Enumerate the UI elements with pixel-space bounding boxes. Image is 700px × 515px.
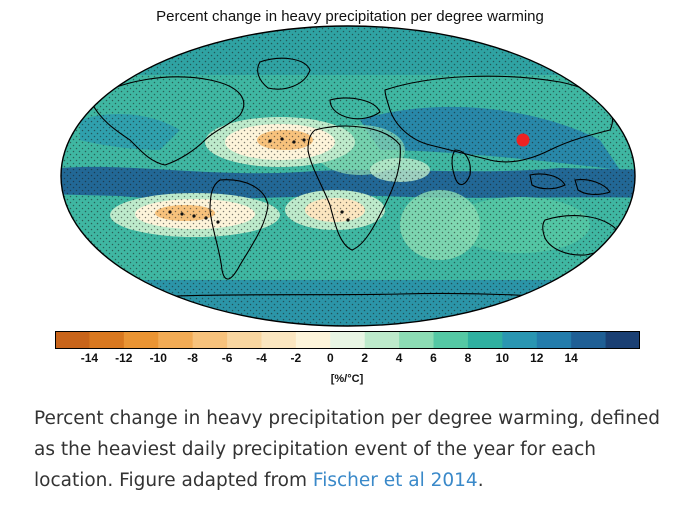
colorbar-tick-label: -4 bbox=[256, 351, 267, 365]
colorbar-svg bbox=[55, 331, 641, 349]
caption-end-punct: . bbox=[477, 470, 484, 491]
highlight-marker bbox=[516, 133, 530, 147]
colorbar-segment bbox=[605, 331, 641, 349]
figure-caption: Percent change in heavy precipitation pe… bbox=[34, 403, 674, 496]
colorbar-segment bbox=[55, 331, 90, 349]
colorbar-segment bbox=[295, 331, 331, 349]
map-svg bbox=[60, 25, 636, 327]
dry-markers bbox=[168, 137, 350, 224]
colorbar: -14 -12 -10 -8 -6 -4 -2 0 2 4 6 8 10 12 14 [%/°C] bbox=[55, 331, 641, 391]
colorbar-segment bbox=[158, 331, 194, 349]
colorbar-tick-label: -8 bbox=[187, 351, 198, 365]
colorbar-segment bbox=[89, 331, 125, 349]
colorbar-tick-label: 14 bbox=[564, 351, 578, 365]
colorbar-tick-label: 12 bbox=[530, 351, 544, 365]
colorbar-tick-label: -12 bbox=[115, 351, 133, 365]
colorbar-border bbox=[55, 331, 640, 349]
colorbar-tick-label: -2 bbox=[290, 351, 302, 365]
colorbar-segment bbox=[433, 331, 469, 349]
colorbar-segment bbox=[192, 331, 228, 349]
colorbar-segment bbox=[502, 331, 538, 349]
colorbar-unit-label: [%/°C] bbox=[330, 373, 364, 385]
figure-title: Percent change in heavy precipitation pe… bbox=[156, 8, 544, 25]
map-field bbox=[61, 26, 635, 326]
colorbar-tick-label: 2 bbox=[361, 351, 369, 365]
colorbar-segment bbox=[536, 331, 572, 349]
colorbar-segment bbox=[261, 331, 297, 349]
colorbar-segment bbox=[571, 331, 607, 349]
colorbar-segment bbox=[467, 331, 503, 349]
colorbar-segment bbox=[123, 331, 159, 349]
caption-text: Percent change in heavy precipitation pe… bbox=[34, 408, 660, 491]
colorbar-tick-label: -10 bbox=[149, 351, 167, 365]
colorbar-segment bbox=[399, 331, 435, 349]
source-link[interactable]: Fischer et al 2014 bbox=[312, 470, 478, 491]
colorbar-segment bbox=[364, 331, 400, 349]
significance-stipple bbox=[61, 26, 635, 326]
colorbar-tick-label: -14 bbox=[80, 351, 99, 365]
colorbar-tick-label: 6 bbox=[430, 351, 437, 365]
colorbar-tick-label: 4 bbox=[395, 351, 403, 365]
colorbar-tick-label: -6 bbox=[221, 351, 233, 365]
colorbar-segment bbox=[330, 331, 366, 349]
colorbar-tick-label: 0 bbox=[326, 351, 334, 365]
colorbar-tick-label: 8 bbox=[464, 351, 472, 365]
colorbar-tick-label: 10 bbox=[495, 351, 510, 365]
colorbar-segment bbox=[227, 331, 262, 349]
globe-outline bbox=[60, 25, 636, 327]
world-map bbox=[60, 25, 636, 327]
